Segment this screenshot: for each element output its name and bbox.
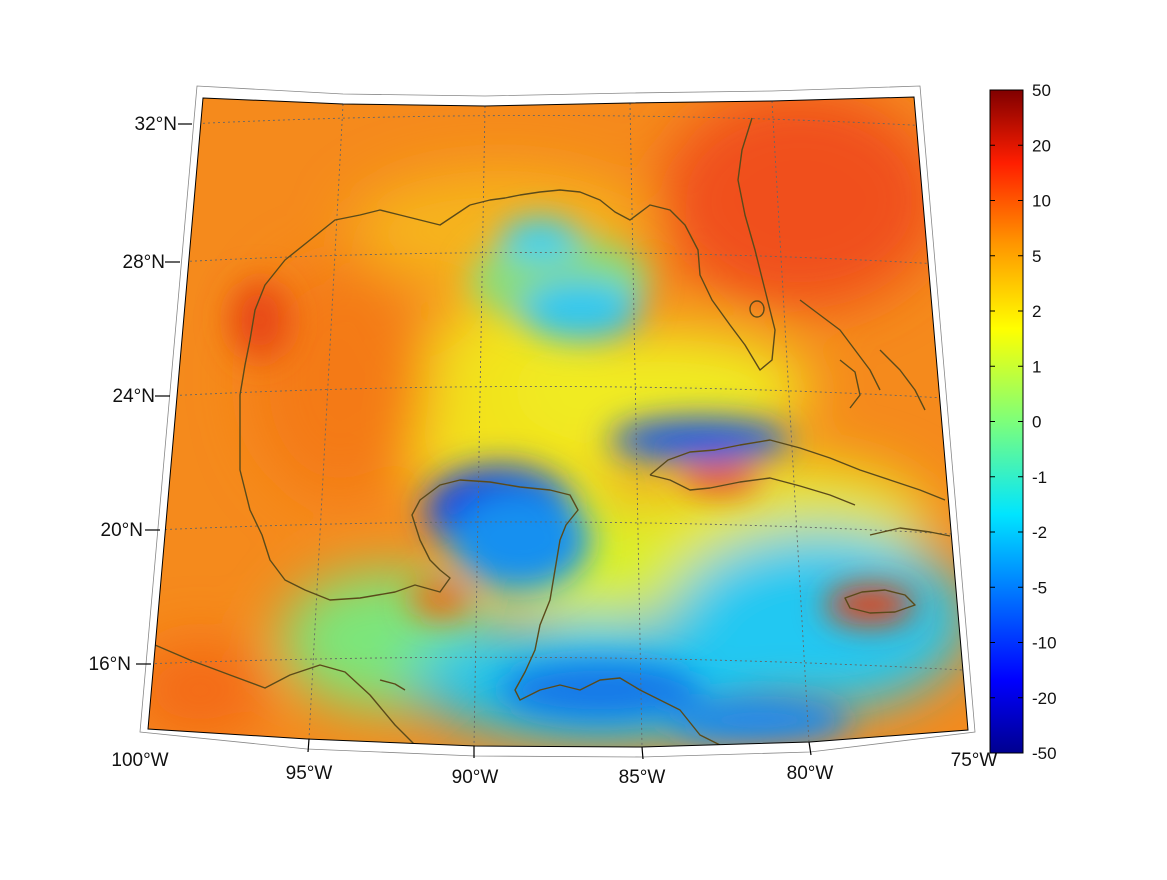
coastline-bahamas (799, 299, 881, 391)
coastline-us-gulf-florida (469, 117, 776, 371)
graticule-lat-20 (154, 521, 953, 535)
lon-label-85: 85°W (619, 767, 666, 788)
map-outer-frame (139, 85, 976, 758)
field-yucatan-ring (450, 490, 590, 590)
coastline-pacific-mexico (154, 644, 416, 746)
field-layer (148, 97, 968, 747)
colorbar-tick-label: 20 (1032, 136, 1051, 155)
coastline-belize-cays (379, 679, 406, 691)
graticule-lon-90 (473, 105, 486, 747)
field-campeche-high (410, 582, 470, 618)
colorbar-tick-label: 2 (1032, 302, 1041, 321)
coastline-andros (839, 359, 861, 409)
colorbar-tick-label: 0 (1032, 413, 1041, 432)
coastline-mexico-central-america (239, 204, 721, 746)
colorbar-tick-label: 1 (1032, 357, 1041, 376)
field-cuba-high (680, 466, 760, 494)
tick-marks (136, 123, 812, 760)
lon-label-90: 90°W (452, 767, 499, 788)
graticule-lon-80 (771, 100, 810, 743)
field-pacific-high (148, 640, 270, 740)
lat-label-20: 20°N (101, 520, 143, 541)
colorbar-tick-label: 10 (1032, 192, 1051, 211)
colorbar-tick-label: -5 (1032, 578, 1047, 597)
field-cuba-north-low (610, 418, 790, 462)
field-south-low (670, 696, 850, 744)
lon-label-80: 80°W (787, 763, 834, 784)
coastlines (154, 117, 951, 746)
field-jamaica-high (825, 585, 915, 625)
coastline-jamaica (844, 589, 916, 614)
colorbar-tick-label: -20 (1032, 689, 1057, 708)
colorbar-tick-label: -2 (1032, 523, 1047, 542)
latitude-labels: 32°N 28°N 24°N 20°N 16°N (89, 114, 177, 675)
field-florida-high (660, 97, 940, 310)
lat-label-32: 32°N (135, 114, 177, 135)
colorbar-tick-label: -10 (1032, 634, 1057, 653)
longitude-labels: 100°W 95°W 90°W 85°W 80°W 75°W (111, 750, 997, 788)
map-frame (147, 96, 969, 748)
lon-label-100: 100°W (111, 750, 168, 771)
graticule-lon-95 (308, 103, 344, 740)
colorbar-tick-label: 50 (1032, 81, 1051, 100)
colorbar-tick-label: -50 (1032, 744, 1057, 763)
graticule-lat-16 (148, 656, 963, 671)
lake-okeechobee (749, 300, 765, 318)
lat-label-16: 16°N (89, 654, 131, 675)
lat-label-24: 24°N (113, 386, 155, 407)
field-mississippi-low (500, 218, 580, 262)
field-caribbean-low (670, 530, 968, 710)
graticule-lat-32 (187, 115, 931, 127)
graticule-lon-85 (629, 102, 643, 747)
lat-label-28: 28°N (123, 252, 165, 273)
graticule (148, 100, 963, 747)
lon-label-95: 95°W (286, 763, 333, 784)
colorbar-tick-label: 5 (1032, 247, 1041, 266)
field-west-gulf-high (250, 260, 430, 500)
coastline-cuba-north (649, 439, 946, 501)
coastline-cuba-south (649, 474, 856, 506)
field-north-gulf-low (520, 280, 640, 340)
field-honduras-low (500, 660, 700, 720)
field-texas-high (230, 280, 290, 360)
coastline-bahamas-east (879, 349, 926, 411)
lon-label-75: 75°W (951, 750, 998, 771)
coastline-hispaniola (869, 527, 951, 537)
colorbar-gradient (989, 89, 1024, 754)
colorbar-tick-label: -1 (1032, 468, 1047, 487)
graticule-lat-28 (174, 252, 939, 265)
